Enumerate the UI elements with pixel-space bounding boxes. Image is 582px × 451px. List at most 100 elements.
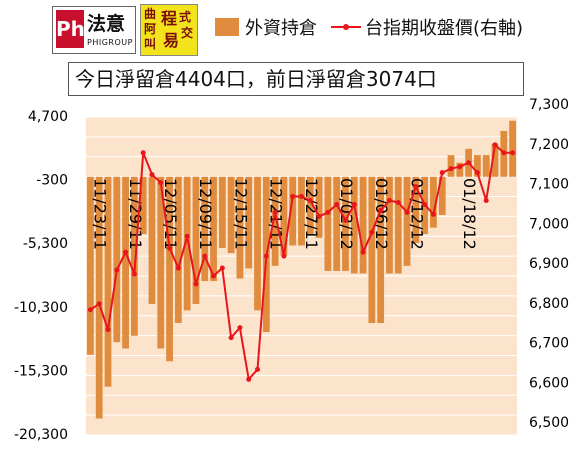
- y-left-tick-label: -300: [36, 173, 68, 189]
- price-point: [413, 184, 419, 190]
- bar: [438, 176, 446, 215]
- price-point: [448, 166, 454, 172]
- bar: [280, 176, 288, 256]
- bar-series: [87, 120, 516, 419]
- price-point: [149, 172, 155, 178]
- bar: [157, 176, 165, 349]
- price-point: [246, 376, 252, 382]
- bar: [359, 176, 367, 274]
- bar: [192, 176, 200, 304]
- logo-char: 交: [181, 26, 194, 40]
- bar: [342, 176, 349, 271]
- y-left-tick-label: -15,300: [14, 363, 68, 379]
- price-point: [228, 335, 234, 341]
- y-right-tick-label: 6,900: [529, 256, 569, 272]
- bar: [456, 162, 464, 177]
- price-point: [369, 229, 375, 235]
- price-point: [466, 160, 472, 166]
- phigroup-logo-name: 法意: [87, 13, 126, 35]
- y-right-tick-label: 6,500: [529, 415, 569, 431]
- price-point: [281, 253, 287, 259]
- bar: [201, 176, 209, 282]
- bar: [324, 176, 332, 271]
- price-point: [334, 201, 340, 207]
- price-point: [105, 327, 111, 333]
- bar: [368, 176, 376, 324]
- y-right-tick-label: 6,600: [529, 375, 569, 391]
- bar: [386, 176, 393, 274]
- price-point: [202, 253, 208, 259]
- bar: [377, 176, 385, 324]
- price-point: [167, 245, 173, 251]
- price-point: [255, 366, 261, 372]
- chart-header: Ph 法意 PHIGROUP 曲 程 式 阿 叫 易 交 外資持倉 台指期收盤價…: [0, 0, 582, 60]
- x-tick-label: 12/09/11: [196, 178, 215, 250]
- legend-bar-swatch: [215, 18, 239, 36]
- price-point: [272, 209, 278, 215]
- logo-char: 曲: [144, 7, 157, 21]
- bar: [183, 176, 191, 311]
- price-point: [290, 194, 296, 199]
- y-axis-left: 4,700 -300 -5,300 -10,300 -15,300 -20,300: [14, 109, 68, 443]
- price-point: [316, 213, 322, 219]
- logo-char: 阿: [144, 22, 157, 36]
- price-point: [404, 209, 410, 215]
- bar: [87, 176, 94, 355]
- bar: [218, 176, 226, 249]
- bar: [350, 176, 358, 274]
- price-point: [351, 201, 357, 207]
- price-point: [140, 150, 146, 156]
- price-point: [386, 197, 392, 203]
- logo-char: 式: [179, 10, 192, 24]
- y-axis-right: 7,300 7,200 7,100 7,000 6,900 6,800 6,700 6,600…: [529, 97, 569, 431]
- price-point: [131, 271, 137, 277]
- bar: [130, 176, 138, 336]
- price-point: [263, 253, 269, 259]
- x-tick-label: 11/23/11: [91, 178, 110, 250]
- price-point: [299, 194, 304, 199]
- price-point: [96, 301, 102, 307]
- price-point: [184, 233, 190, 239]
- phigroup-logo: Ph 法意 PHIGROUP: [52, 6, 136, 54]
- bar: [509, 120, 516, 177]
- bar: [447, 155, 455, 177]
- bar: [403, 176, 411, 266]
- price-point: [114, 267, 120, 273]
- logo-char: 程: [161, 9, 178, 28]
- x-axis-labels: 11/23/11 11/29/11 12/05/11 12/09/11 12/15/11…: [91, 178, 479, 250]
- bar: [298, 176, 305, 246]
- x-tick-label: 12/15/11: [231, 178, 250, 250]
- bar: [113, 176, 121, 343]
- price-point: [430, 211, 436, 217]
- x-tick-label: 01/02/12: [337, 178, 356, 250]
- bar: [245, 176, 253, 269]
- price-point: [158, 180, 164, 186]
- bar: [227, 176, 235, 254]
- price-point: [193, 281, 199, 287]
- y-left-tick-label: -5,300: [23, 236, 68, 252]
- price-point: [342, 217, 348, 223]
- price-point: [474, 170, 480, 176]
- price-point: [237, 325, 243, 331]
- bar: [315, 176, 323, 238]
- phigroup-logo-mark: Ph: [56, 10, 85, 48]
- y-left-tick-label: 4,700: [28, 109, 68, 125]
- logo-char: 叫: [144, 37, 157, 51]
- price-point: [422, 201, 428, 207]
- y-left-tick-label: -20,300: [14, 427, 68, 443]
- bar: [333, 176, 341, 271]
- y-right-tick-label: 7,300: [529, 97, 569, 113]
- price-point: [395, 199, 401, 205]
- y-right-tick-label: 7,000: [529, 216, 569, 232]
- bar: [122, 176, 129, 349]
- price-point: [510, 150, 516, 156]
- price-point: [87, 307, 93, 313]
- y-right-tick-label: 6,800: [529, 296, 569, 312]
- price-point: [123, 249, 129, 255]
- price-point: [307, 197, 313, 203]
- program-trading-logo: 曲 程 式 阿 叫 易 交: [140, 4, 198, 56]
- phigroup-logo-sub: PHIGROUP: [87, 38, 133, 47]
- x-tick-label: 01/06/12: [372, 178, 391, 250]
- bar: [236, 176, 244, 279]
